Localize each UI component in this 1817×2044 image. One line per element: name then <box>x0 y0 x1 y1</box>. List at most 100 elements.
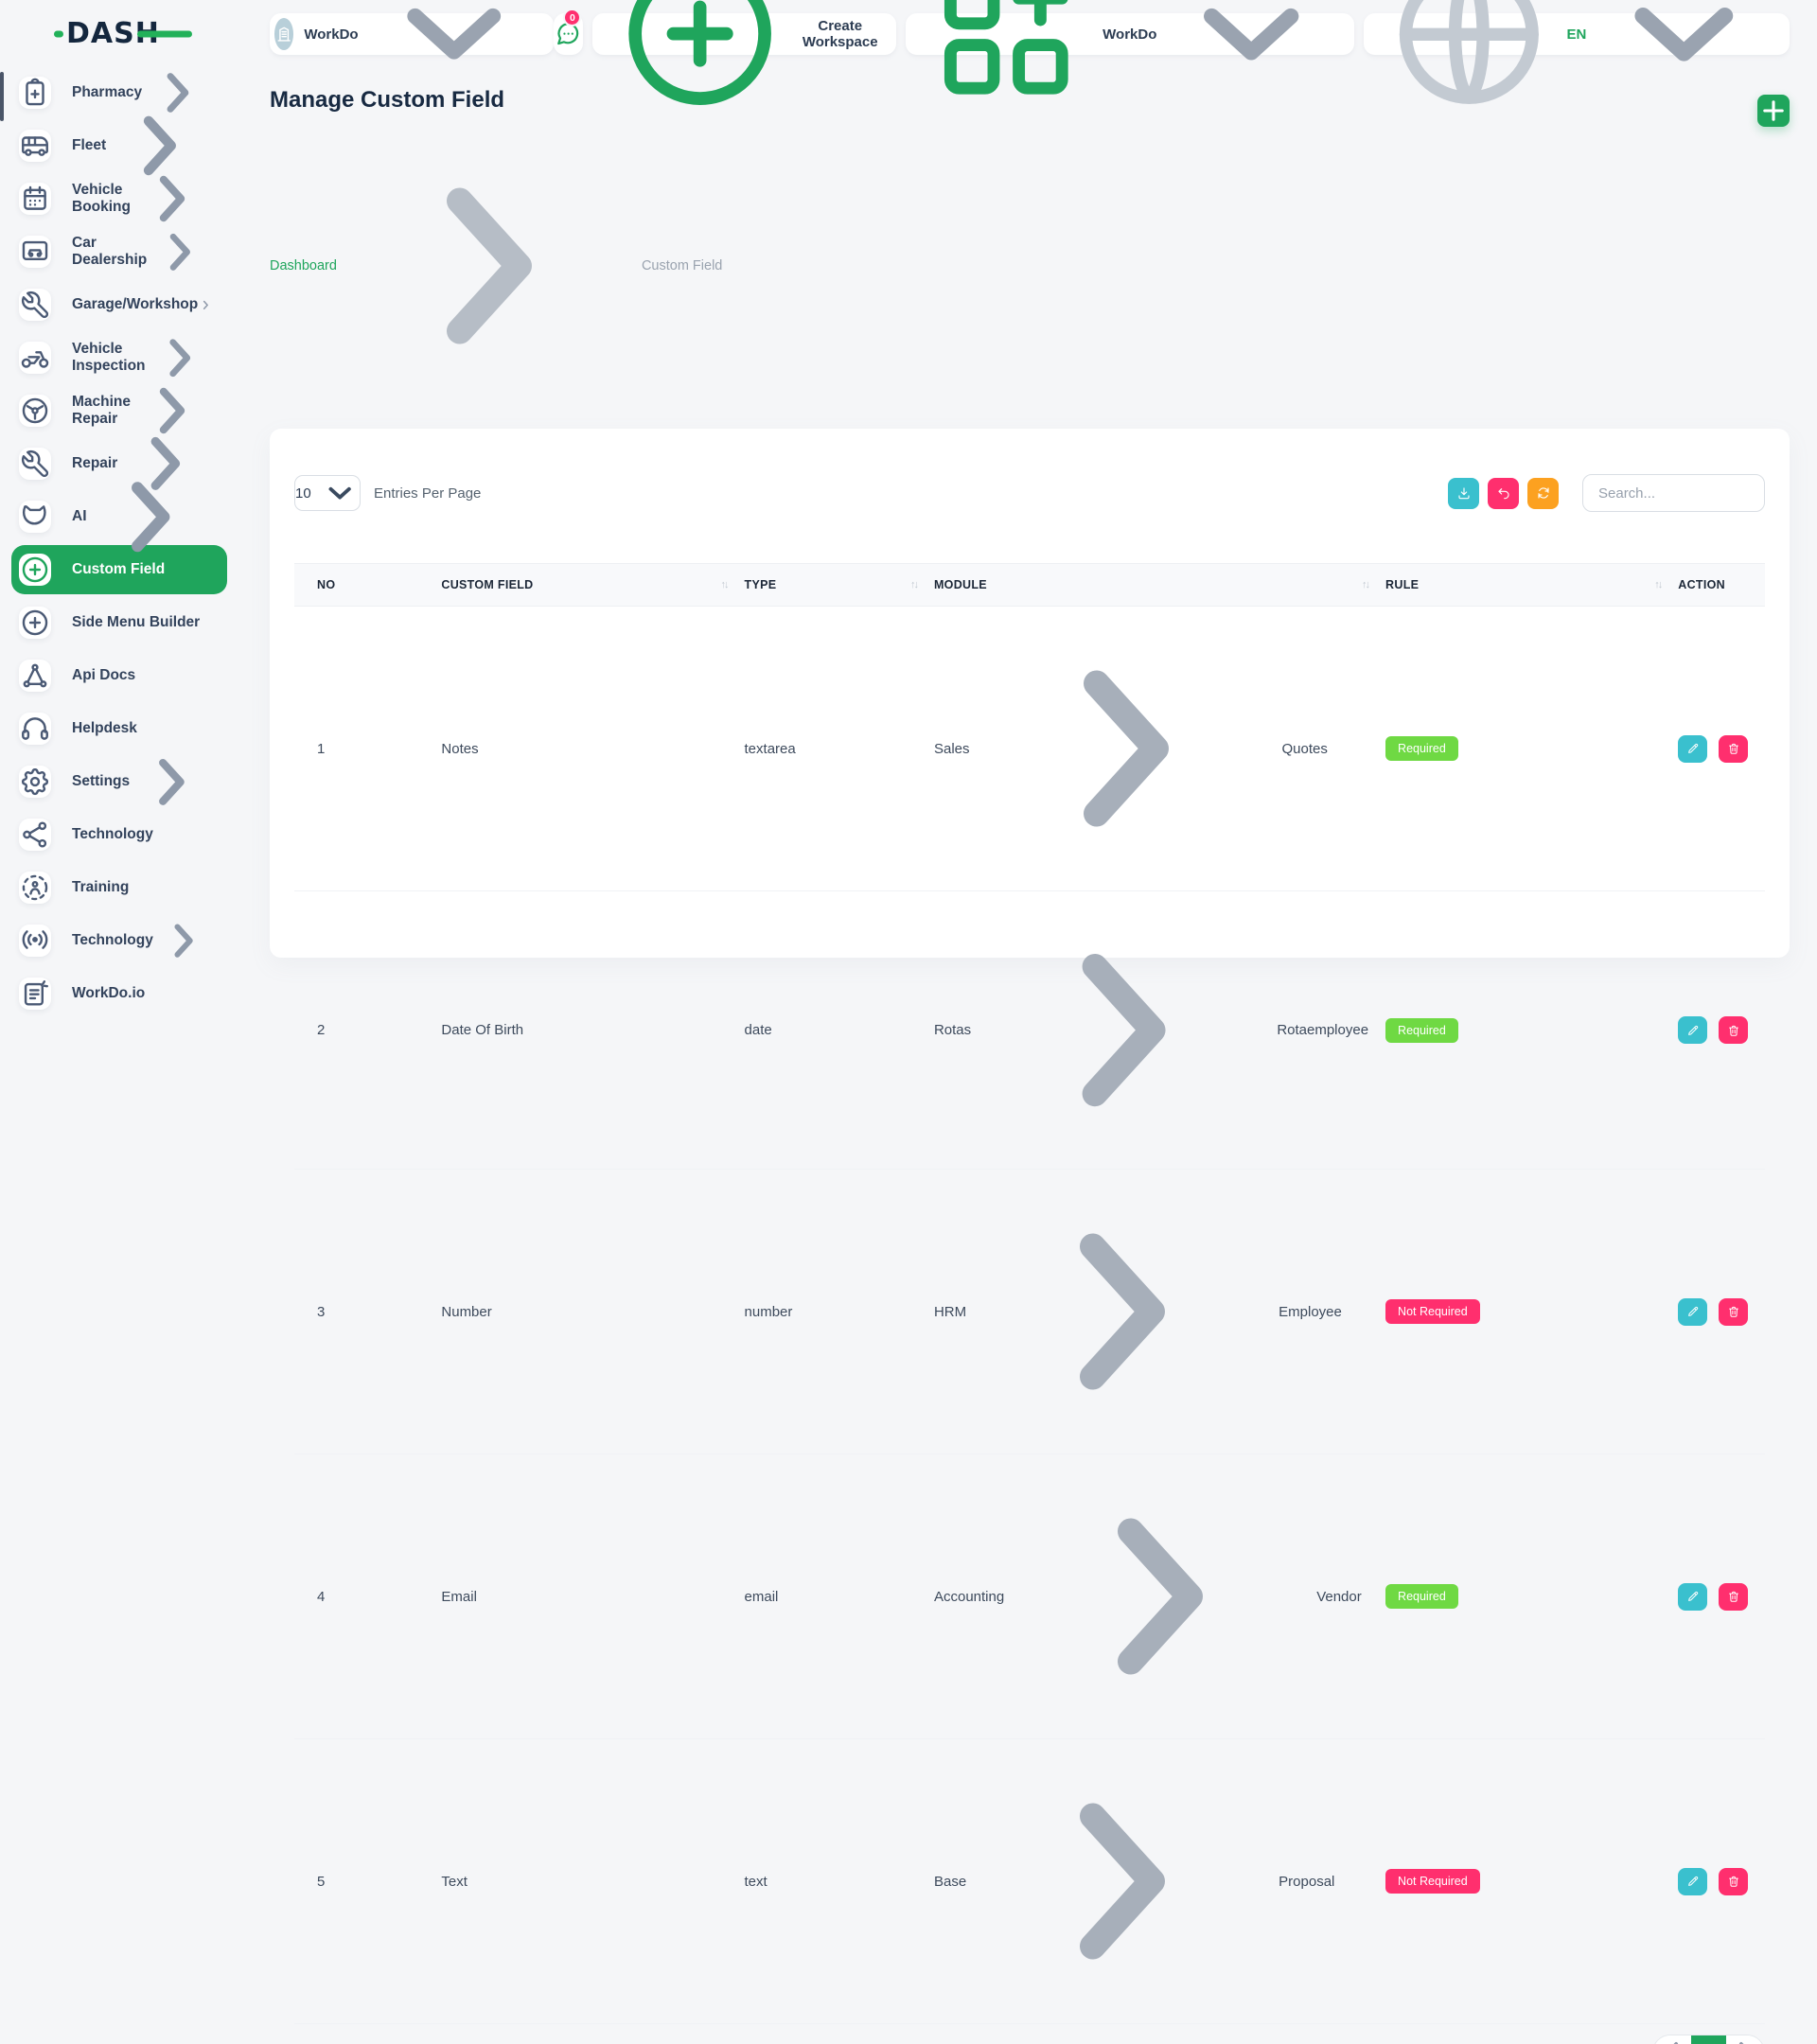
module-name: Sales <box>933 740 970 757</box>
sidebar-item-api-docs[interactable]: Api Docs <box>11 649 227 702</box>
sidebar-item-label: Technology <box>72 826 153 842</box>
pagination-prev-button[interactable] <box>1653 2035 1691 2044</box>
brand-logo[interactable]: DASH <box>0 0 243 66</box>
cell-rule: Required <box>1385 1454 1679 1740</box>
sidebar-scrollbar[interactable] <box>0 72 4 121</box>
sidebar-item-technology[interactable]: Technology <box>11 914 227 967</box>
delete-button[interactable] <box>1719 1582 1748 1611</box>
sidebar-item-label: Pharmacy <box>72 84 143 100</box>
truck-icon <box>19 130 51 162</box>
workdo-menu-button[interactable]: WorkDo <box>905 0 1354 95</box>
sidebar-item-ai[interactable]: AI <box>11 482 227 552</box>
column-header-rule[interactable]: RULE ↑↓ <box>1385 563 1679 607</box>
messages-button[interactable]: 0 <box>554 9 584 55</box>
sidebar: DASH Pharmacy Fleet Vehicle Booking Car Dea… <box>0 0 243 1022</box>
workspace-avatar <box>274 18 294 50</box>
download-button[interactable] <box>1448 477 1479 509</box>
edit-button[interactable] <box>1678 734 1708 763</box>
cell-no: 4 <box>294 1454 442 1740</box>
sidebar-item-side-menu-builder[interactable]: Side Menu Builder <box>11 596 227 649</box>
undo-icon <box>1496 485 1511 501</box>
sidebar-item-technology[interactable]: Technology <box>11 808 227 861</box>
car-dealership-icon <box>19 236 51 268</box>
add-custom-field-button[interactable] <box>1757 95 1790 127</box>
edit-button[interactable] <box>1678 1867 1708 1895</box>
chevron-left-icon <box>1653 2035 1691 2044</box>
column-header-custom-field[interactable]: CUSTOM FIELD ↑↓ <box>441 563 745 607</box>
circle-plus-icon <box>19 607 51 639</box>
page-title: Manage Custom Field <box>270 87 505 113</box>
chevron-right-icon <box>117 415 214 512</box>
sort-icon: ↑↓ <box>720 579 730 590</box>
sidebar-item-pharmacy[interactable]: Pharmacy <box>11 66 227 119</box>
module-name: Base <box>933 1873 967 1890</box>
column-label: TYPE <box>744 578 777 591</box>
chevron-right-icon <box>131 157 214 240</box>
search-input[interactable] <box>1582 474 1765 512</box>
sort-icon: ↑↓ <box>1654 579 1663 590</box>
column-header-module[interactable]: MODULE ↑↓ <box>933 563 1386 607</box>
pencil-icon <box>1686 1305 1700 1318</box>
table-footer: Showing 1 to 5 of 5 entries 1 <box>294 2035 1765 2044</box>
delete-button[interactable] <box>1719 1297 1748 1326</box>
table-controls: 10 Entries Per Page <box>294 474 1765 512</box>
motorbike-icon <box>19 342 51 374</box>
sidebar-item-settings[interactable]: Settings <box>11 755 227 808</box>
create-workspace-button[interactable]: Create Workspace <box>592 0 896 106</box>
chevron-right-icon <box>985 891 1262 1169</box>
rule-badge: Required <box>1385 736 1458 761</box>
pagination-page-1[interactable]: 1 <box>1691 2035 1726 2044</box>
sidebar-item-repair[interactable]: Repair <box>11 437 227 490</box>
delete-button[interactable] <box>1719 734 1748 763</box>
column-header-type[interactable]: TYPE ↑↓ <box>744 563 934 607</box>
sidebar-item-vehicle-inspection[interactable]: Vehicle Inspection <box>11 331 227 384</box>
sidebar-item-label: Vehicle Inspection <box>72 341 146 374</box>
cell-module: Sales Quotes <box>933 606 1386 891</box>
broadcast-icon <box>19 925 51 957</box>
sidebar-item-vehicle-booking[interactable]: Vehicle Booking <box>11 172 227 225</box>
clipboard-icon <box>19 77 51 109</box>
chevron-right-icon <box>131 369 214 452</box>
sidebar-item-fleet[interactable]: Fleet <box>11 115 227 176</box>
cell-custom-field: Notes <box>441 606 745 891</box>
language-selector[interactable]: EN <box>1363 0 1790 104</box>
sidebar-item-workdo-io[interactable]: WorkDo.io <box>11 967 227 1020</box>
pagination-next-button[interactable] <box>1726 2035 1764 2044</box>
trash-icon <box>1727 1875 1740 1888</box>
edit-button[interactable] <box>1678 1016 1708 1045</box>
entries-per-page-select[interactable]: 10 <box>294 475 361 511</box>
calendar-icon <box>19 183 51 215</box>
chevron-down-icon <box>369 0 539 119</box>
cell-module: HRM Employee <box>933 1169 1386 1455</box>
chevron-right-icon <box>142 57 214 129</box>
sidebar-item-custom-field[interactable]: Custom Field <box>11 545 227 594</box>
chevron-right-icon <box>347 124 631 408</box>
cell-rule: Required <box>1385 606 1679 891</box>
api-docs-icon <box>19 660 51 692</box>
pencil-icon <box>1686 742 1700 755</box>
sidebar-item-training[interactable]: Training <box>11 861 227 914</box>
cell-rule: Not Required <box>1385 1738 1679 2025</box>
breadcrumb-dashboard-link[interactable]: Dashboard <box>270 258 337 273</box>
edit-button[interactable] <box>1678 1582 1708 1611</box>
refresh-button[interactable] <box>1527 477 1559 509</box>
undo-button[interactable] <box>1488 477 1519 509</box>
create-workspace-label: Create Workspace <box>802 18 878 50</box>
sidebar-item-helpdesk[interactable]: Helpdesk <box>11 702 227 755</box>
plus-circle-icon <box>609 0 791 126</box>
edit-button[interactable] <box>1678 1297 1708 1326</box>
workspace-switcher[interactable]: WorkDo <box>270 9 555 60</box>
sidebar-item-garage-workshop[interactable]: Garage/Workshop <box>11 278 227 331</box>
delete-button[interactable] <box>1719 1867 1748 1895</box>
globe-icon <box>1380 0 1559 123</box>
sort-icon: ↑↓ <box>909 579 919 590</box>
sidebar-item-label: Api Docs <box>72 667 136 683</box>
cell-no: 2 <box>294 890 442 1171</box>
delete-button[interactable] <box>1719 1016 1748 1045</box>
cell-action <box>1678 1738 1765 2025</box>
sidebar-item-machine-repair[interactable]: Machine Repair <box>11 384 227 437</box>
share-nodes-icon <box>19 819 51 851</box>
sidebar-item-car-dealership[interactable]: Car Dealership <box>11 225 227 278</box>
chevron-right-icon <box>198 297 214 313</box>
